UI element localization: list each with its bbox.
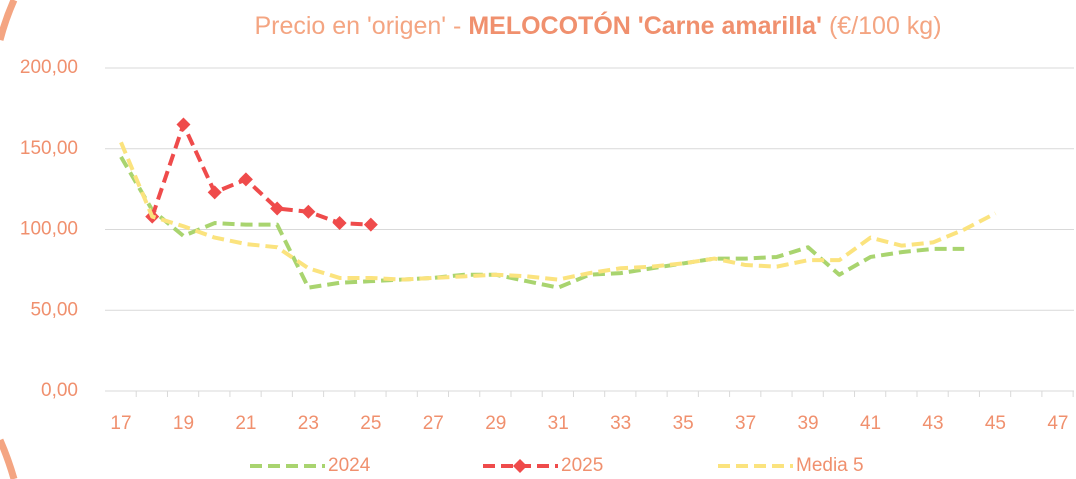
point-marker — [270, 201, 285, 216]
x-tick-label: 17 — [110, 413, 131, 434]
x-tick-label: 39 — [797, 413, 818, 434]
series-line — [119, 141, 997, 282]
x-tick-label: 47 — [1047, 413, 1068, 434]
decoration — [0, 438, 18, 479]
x-tick-label: 37 — [735, 413, 756, 434]
title-part: (€/100 kg) — [829, 12, 942, 40]
x-tick-label: 21 — [235, 413, 256, 434]
x-tick-label: 23 — [298, 413, 319, 434]
decoration — [0, 0, 18, 41]
y-tick-label: 150,00 — [20, 138, 78, 159]
y-tick-label: 50,00 — [30, 299, 78, 320]
point-marker — [238, 172, 253, 187]
y-tick-label: 0,00 — [41, 380, 78, 401]
x-tick-label: 45 — [985, 413, 1006, 434]
legend-marker — [513, 459, 527, 473]
legend-label: Media 5 — [796, 455, 864, 476]
y-tick-label: 200,00 — [20, 57, 78, 78]
x-tick-label: 35 — [673, 413, 694, 434]
legend-label: 2025 — [561, 455, 603, 476]
series-line — [150, 122, 371, 227]
point-marker — [207, 185, 222, 200]
point-marker — [363, 217, 378, 232]
x-tick-label: 41 — [860, 413, 881, 434]
x-tick-label: 19 — [173, 413, 194, 434]
legend-label: 2024 — [328, 455, 371, 476]
title-part: Precio en 'origen' - — [254, 12, 461, 40]
x-tick-label: 43 — [922, 413, 943, 434]
point-marker — [301, 204, 316, 219]
point-marker — [332, 216, 347, 231]
x-tick-label: 27 — [423, 413, 444, 434]
y-tick-label: 100,00 — [20, 219, 78, 240]
x-tick-label: 33 — [610, 413, 631, 434]
chart-title: Precio en 'origen' - MELOCOTÓN 'Carne ama… — [254, 10, 941, 40]
title-part: MELOCOTÓN 'Carne amarilla' — [468, 10, 822, 40]
point-marker — [176, 117, 191, 132]
x-tick-label: 29 — [485, 413, 506, 434]
x-tick-label: 25 — [360, 413, 381, 434]
x-tick-label: 31 — [548, 413, 569, 434]
